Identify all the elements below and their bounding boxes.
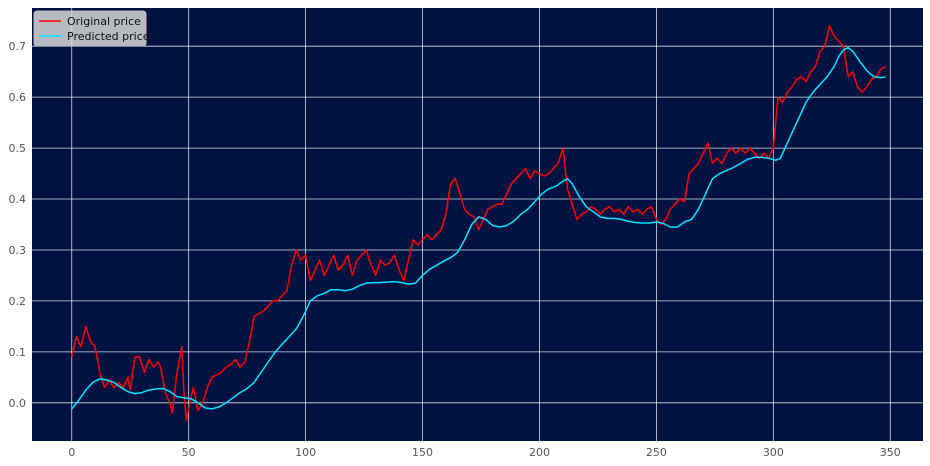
y-tick-label: 0.5 <box>9 142 27 155</box>
y-tick-label: 0.0 <box>9 397 27 410</box>
y-axis-tick-labels: 0.0 0.1 0.2 0.3 0.4 0.5 0.6 0.7 <box>9 40 27 410</box>
x-tick-label: 250 <box>646 446 667 459</box>
y-tick-label: 0.6 <box>9 91 27 104</box>
legend-box <box>33 10 147 47</box>
series-line-predicted-price <box>71 46 886 410</box>
x-tick-label: 100 <box>295 446 316 459</box>
series-lines <box>71 25 886 422</box>
x-tick-label: 200 <box>529 446 550 459</box>
x-tick-label: 350 <box>880 446 901 459</box>
x-tick-label: 0 <box>68 446 75 459</box>
series-line-original-price <box>71 25 886 422</box>
y-tick-label: 0.7 <box>9 40 27 53</box>
y-tick-label: 0.2 <box>9 295 27 308</box>
y-tick-label: 0.3 <box>9 244 27 257</box>
legend-label-predicted-price: Predicted price <box>67 30 150 43</box>
x-tick-label: 50 <box>182 446 196 459</box>
x-tick-label: 150 <box>412 446 433 459</box>
legend: Original price Predicted price <box>33 10 150 47</box>
y-tick-label: 0.4 <box>9 193 27 206</box>
x-axis-tick-labels: 0 50 100 150 200 250 300 350 <box>68 446 901 459</box>
y-tick-label: 0.1 <box>9 346 27 359</box>
legend-label-original-price: Original price <box>67 15 141 28</box>
grid-lines <box>32 8 923 441</box>
x-tick-label: 300 <box>763 446 784 459</box>
